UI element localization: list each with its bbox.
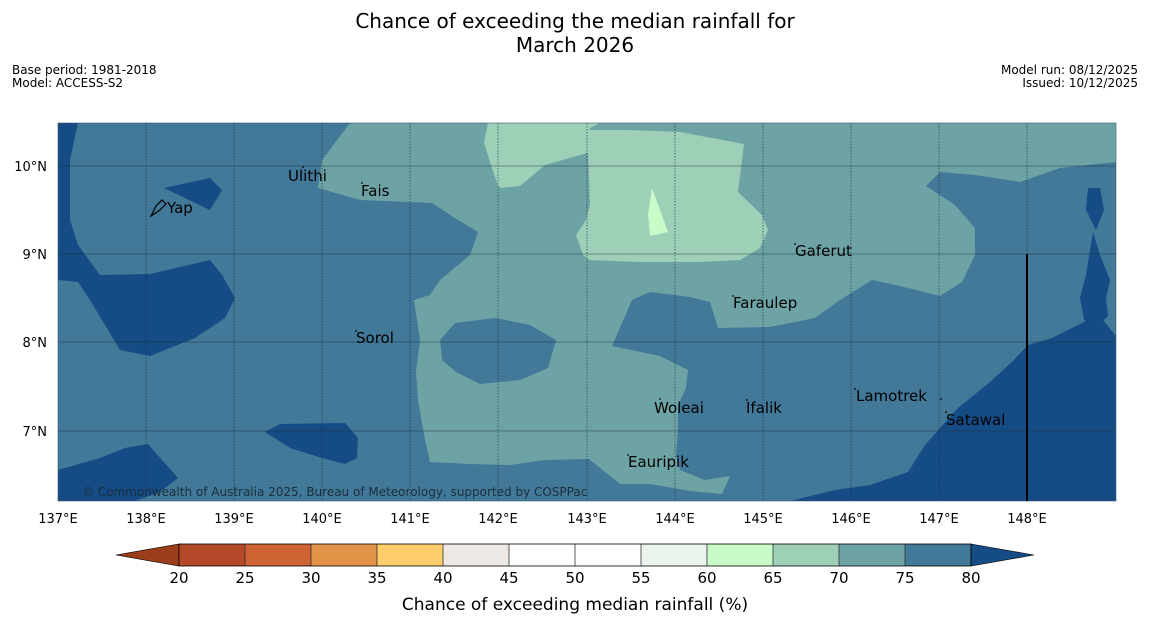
- copyright-text: © Commonwealth of Australia 2025, Bureau…: [82, 485, 587, 499]
- band-above-80-southwest: [58, 444, 178, 501]
- band-60-65-region: [648, 188, 668, 236]
- lon-label: 143°E: [567, 512, 607, 527]
- colorbar-title: Chance of exceeding median rainfall (%): [402, 595, 748, 615]
- map-area: Yap Ulithi Fais Gaferut Faraulep Sorol L…: [58, 123, 1116, 501]
- colorbar-tick: 20: [169, 569, 188, 587]
- colorbar-tick: 50: [565, 569, 584, 587]
- lon-axis-labels: 137°E 138°E 139°E 140°E 141°E 142°E 143°…: [38, 512, 1047, 527]
- colorbar-cell-35-40: [377, 544, 443, 566]
- band-above-80-southcentral: [265, 423, 358, 464]
- model-run-text: Model run: 08/12/2025: [1000, 63, 1138, 77]
- colorbar-tick: 65: [763, 569, 782, 587]
- place-ulithi: Ulithi: [288, 167, 327, 185]
- place-ifalik: Ifalik: [746, 399, 782, 417]
- band-65-70-region: [484, 123, 768, 262]
- colorbar: 20 25 30 35 40 45 50 55 60 65 70 75 80 C…: [115, 543, 1035, 615]
- lon-label: 138°E: [126, 512, 166, 527]
- colorbar-cell-40-45: [443, 544, 509, 566]
- lat-label: 7°N: [23, 425, 48, 440]
- lon-label: 142°E: [478, 512, 518, 527]
- colorbar-tick: 75: [895, 569, 914, 587]
- place-dots: [302, 166, 947, 456]
- map-frame: [57, 122, 1117, 502]
- meta-left: Base period: 1981-2018 Model: ACCESS-S2: [12, 64, 157, 90]
- colorbar-cell-60-65: [707, 544, 773, 566]
- lon-label: 139°E: [214, 512, 254, 527]
- colorbar-cell-55-60: [641, 544, 707, 566]
- base-period-text: Base period: 1981-2018: [12, 63, 157, 77]
- colorbar-tick: 25: [235, 569, 254, 587]
- lon-label: 145°E: [743, 512, 783, 527]
- lon-label: 148°E: [1007, 512, 1047, 527]
- issued-text: Issued: 10/12/2025: [1022, 76, 1138, 90]
- place-gaferut: Gaferut: [795, 242, 852, 260]
- lon-label: 146°E: [831, 512, 871, 527]
- meta-right: Model run: 08/12/2025 Issued: 10/12/2025: [1001, 64, 1138, 90]
- yap-island-icon: [149, 199, 167, 218]
- lat-label: 8°N: [23, 336, 48, 351]
- colorbar-tick: 60: [697, 569, 716, 587]
- colorbar-extend-low: [115, 543, 180, 567]
- colorbar-cell-20-25: [179, 544, 245, 566]
- colorbar-tick: 45: [499, 569, 518, 587]
- lon-label: 141°E: [390, 512, 430, 527]
- colorbar-tick: 40: [433, 569, 452, 587]
- colorbar-tick: 30: [301, 569, 320, 587]
- chart-title: Chance of exceeding the median rainfall …: [0, 9, 1150, 57]
- place-faraulep: Faraulep: [733, 294, 797, 312]
- colorbar-tick: 55: [631, 569, 650, 587]
- place-satawal: Satawal: [946, 411, 1005, 429]
- model-text: Model: ACCESS-S2: [12, 76, 124, 90]
- band-above-80-east-small: [1086, 188, 1104, 230]
- band-above-80-east: [790, 314, 1116, 501]
- colorbar-tick: 80: [961, 569, 980, 587]
- band-70-75-region: [318, 123, 1116, 494]
- colorbar-outline: [178, 543, 972, 567]
- place-lamotrek: Lamotrek: [856, 387, 927, 405]
- colorbar-cell-25-30: [245, 544, 311, 566]
- colorbar-cell-70-75: [839, 544, 905, 566]
- band-above-80-east-strip: [1080, 232, 1110, 326]
- lon-label: 147°E: [919, 512, 959, 527]
- place-woleai: Woleai: [654, 399, 704, 417]
- colorbar-extend-high: [970, 543, 1035, 567]
- colorbar-cell-50-55: [575, 544, 641, 566]
- colorbar-tick: 70: [829, 569, 848, 587]
- colorbar-cell-75-80: [905, 544, 971, 566]
- lat-label: 9°N: [23, 248, 48, 263]
- title-line-1: Chance of exceeding the median rainfall …: [355, 9, 795, 33]
- place-fais: Fais: [361, 182, 390, 200]
- graticule-lat: [58, 165, 1116, 432]
- colorbar-cell-65-70: [773, 544, 839, 566]
- lon-label: 140°E: [302, 512, 342, 527]
- place-eauripik: Eauripik: [628, 453, 689, 471]
- colorbar-cell-45-50: [509, 544, 575, 566]
- lon-label: 137°E: [38, 512, 78, 527]
- colorbar-cell-30-35: [311, 544, 377, 566]
- band-65-70-top: [484, 123, 600, 186]
- colorbar-tick: 35: [367, 569, 386, 587]
- lat-label: 10°N: [14, 160, 47, 175]
- title-line-2: March 2026: [515, 33, 635, 57]
- lon-label: 144°E: [655, 512, 695, 527]
- place-yap: Yap: [166, 199, 193, 217]
- lat-axis-labels: 10°N 9°N 8°N 7°N: [14, 160, 47, 440]
- place-sorol: Sorol: [356, 329, 394, 347]
- band-above-80-yap-patch: [164, 178, 222, 210]
- band-above-80-west: [58, 123, 235, 356]
